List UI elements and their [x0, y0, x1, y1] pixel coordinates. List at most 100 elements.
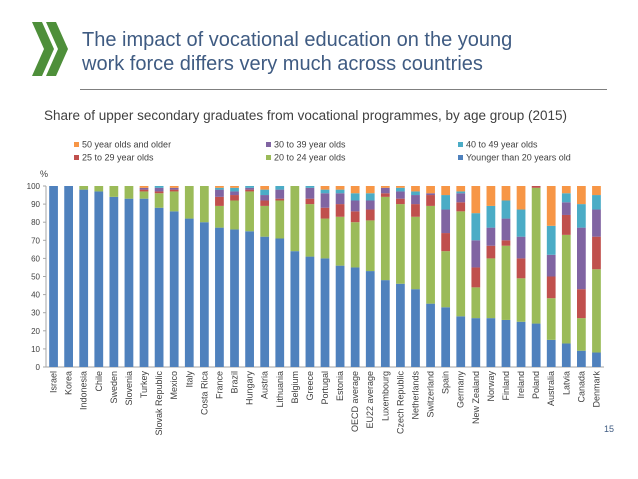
bar-segment-latvia-30-to-39-year-olds	[561, 202, 571, 215]
legend-label-younger-than-20-years-old: Younger than 20 years old	[466, 153, 571, 163]
legend-swatch-20-to-24-year-olds	[266, 155, 271, 160]
x-tick-label: Luxembourg	[380, 371, 390, 421]
x-tick-label: Latvia	[561, 371, 571, 395]
bar-segment-belgium-younger-than-20-years-old	[290, 251, 300, 367]
bar-segment-sweden-younger-than-20-years-old	[109, 196, 119, 367]
page-number: 15	[603, 424, 614, 434]
bar-segment-luxembourg-younger-than-20-years-old	[380, 280, 390, 367]
x-tick-label: Estonia	[335, 371, 345, 401]
bar-segment-ireland-30-to-39-year-olds	[516, 236, 526, 259]
bar-segment-oecd-average-25-to-29-year-olds	[350, 211, 360, 223]
bar-segment-ireland-40-to-49-year-olds	[516, 209, 526, 237]
bar-segment-slovenia-younger-than-20-years-old	[124, 198, 134, 367]
bar-segment-canada-20-to-24-year-olds	[577, 318, 586, 351]
bar-segment-estonia-50-year-olds-and-older	[335, 186, 345, 190]
bar-segment-poland-younger-than-20-years-old	[531, 323, 541, 367]
bar-segment-new-zealand-50-year-olds-and-older	[471, 186, 481, 214]
y-tick-label: 70	[31, 236, 40, 245]
bar-segment-ireland-20-to-24-year-olds	[516, 278, 526, 322]
bar-segment-portugal-younger-than-20-years-old	[320, 258, 330, 367]
x-tick-label: Italy	[184, 371, 194, 388]
bar-segment-slovak-republic-20-to-24-year-olds	[154, 193, 164, 208]
bar-segment-brazil-30-to-39-year-olds	[230, 191, 239, 196]
x-tick-label: Portugal	[320, 371, 330, 405]
bar-segment-spain-25-to-29-year-olds	[441, 233, 451, 252]
bar-segment-australia-20-to-24-year-olds	[546, 298, 556, 340]
bar-segment-switzerland-25-to-29-year-olds	[426, 195, 435, 206]
x-tick-label: Belgium	[290, 371, 300, 404]
x-tick-label: Mexico	[169, 371, 179, 400]
bar-segment-czech-republic-30-to-39-year-olds	[396, 191, 405, 199]
legend-label-40-to-49-year-olds: 40 to 49 year olds	[466, 140, 538, 150]
x-tick-label: Austria	[260, 371, 270, 399]
bar-segment-portugal-20-to-24-year-olds	[320, 218, 330, 259]
slide-title-line-1: The impact of vocational education on th…	[82, 29, 513, 51]
bar-segment-netherlands-20-to-24-year-olds	[411, 216, 420, 290]
x-tick-label: Brazil	[230, 371, 240, 394]
bar-segment-turkey-25-to-29-year-olds	[139, 189, 149, 192]
bar-segment-germany-40-to-49-year-olds	[456, 191, 466, 194]
bar-segment-netherlands-40-to-49-year-olds	[411, 191, 420, 196]
x-tick-label: Slovak Republic	[154, 371, 164, 436]
bar-segment-hungary-20-to-24-year-olds	[245, 191, 254, 232]
x-tick-label: Hungary	[245, 371, 255, 406]
x-tick-label: Korea	[64, 371, 74, 395]
bar-segment-oecd-average-20-to-24-year-olds	[350, 222, 360, 268]
bar-segment-oecd-average-younger-than-20-years-old	[350, 267, 360, 367]
bar-segment-france-20-to-24-year-olds	[215, 205, 224, 228]
bar-segment-new-zealand-25-to-29-year-olds	[471, 267, 481, 288]
x-tick-label: Sweden	[109, 371, 119, 404]
bar-segment-luxembourg-50-year-olds-and-older	[380, 186, 390, 188]
bar-segment-australia-50-year-olds-and-older	[546, 186, 556, 226]
legend-swatch-50-year-olds-and-older	[74, 142, 79, 147]
bar-segment-slovak-republic-25-to-29-year-olds	[154, 191, 164, 194]
x-tick-label: Denmark	[591, 371, 601, 408]
bar-segment-lithuania-20-to-24-year-olds	[275, 200, 285, 239]
bar-segment-eu22-average-25-to-29-year-olds	[365, 209, 375, 221]
bar-segment-eu22-average-20-to-24-year-olds	[365, 220, 375, 272]
bar-segment-oecd-average-30-to-39-year-olds	[350, 200, 360, 212]
bar-segment-eu22-average-younger-than-20-years-old	[365, 271, 375, 367]
bar-segment-portugal-50-year-olds-and-older	[320, 186, 330, 190]
legend-label-20-to-24-year-olds: 20 to 24 year olds	[274, 153, 346, 163]
bar-segment-mexico-50-year-olds-and-older	[169, 186, 179, 188]
bar-segment-finland-25-to-29-year-olds	[501, 240, 511, 246]
bar-segment-latvia-50-year-olds-and-older	[561, 186, 571, 194]
bar-segment-belgium-20-to-24-year-olds	[290, 186, 300, 252]
bar-segment-new-zealand-20-to-24-year-olds	[471, 287, 481, 319]
bar-segment-czech-republic-40-to-49-year-olds	[396, 187, 405, 192]
bar-segment-greece-younger-than-20-years-old	[305, 256, 315, 367]
bar-segment-spain-30-to-39-year-olds	[441, 209, 451, 234]
bar-segment-austria-25-to-29-year-olds	[260, 200, 270, 206]
bar-segment-finland-30-to-39-year-olds	[501, 218, 511, 241]
bar-segment-canada-30-to-39-year-olds	[577, 227, 586, 290]
bar-segment-latvia-younger-than-20-years-old	[561, 343, 571, 367]
bar-segment-finland-40-to-49-year-olds	[501, 200, 511, 219]
bar-segment-norway-20-to-24-year-olds	[486, 258, 496, 319]
bar-segment-hungary-25-to-29-year-olds	[245, 189, 254, 192]
bar-segment-austria-30-to-39-year-olds	[260, 195, 270, 201]
bar-segment-slovenia-20-to-24-year-olds	[124, 186, 134, 199]
x-tick-label: Costa Rica	[199, 371, 209, 415]
x-tick-label: Canada	[576, 371, 586, 403]
bar-segment-norway-younger-than-20-years-old	[486, 318, 496, 367]
bar-segment-turkey-30-to-39-year-olds	[139, 187, 149, 190]
y-tick-label: 80	[31, 218, 40, 227]
bar-segment-norway-40-to-49-year-olds	[486, 205, 496, 228]
bar-segment-germany-50-year-olds-and-older	[456, 186, 466, 192]
bar-segment-mexico-25-to-29-year-olds	[169, 189, 179, 192]
y-tick-label: 40	[31, 291, 40, 300]
bar-segment-netherlands-25-to-29-year-olds	[411, 204, 420, 217]
bar-segment-costa-rica-younger-than-20-years-old	[199, 222, 209, 367]
bar-segment-costa-rica-20-to-24-year-olds	[199, 186, 209, 223]
bar-segment-indonesia-younger-than-20-years-old	[79, 189, 89, 367]
bar-segment-hungary-younger-than-20-years-old	[245, 231, 254, 367]
bar-segment-germany-30-to-39-year-olds	[456, 193, 466, 203]
legend-swatch-younger-than-20-years-old	[458, 155, 463, 160]
bar-segment-france-30-to-39-year-olds	[215, 189, 224, 197]
bar-segment-brazil-40-to-49-year-olds	[230, 187, 239, 192]
bar-segment-turkey-younger-than-20-years-old	[139, 198, 149, 367]
oecd-logo-icon	[32, 22, 68, 76]
bar-segment-latvia-20-to-24-year-olds	[561, 234, 571, 344]
